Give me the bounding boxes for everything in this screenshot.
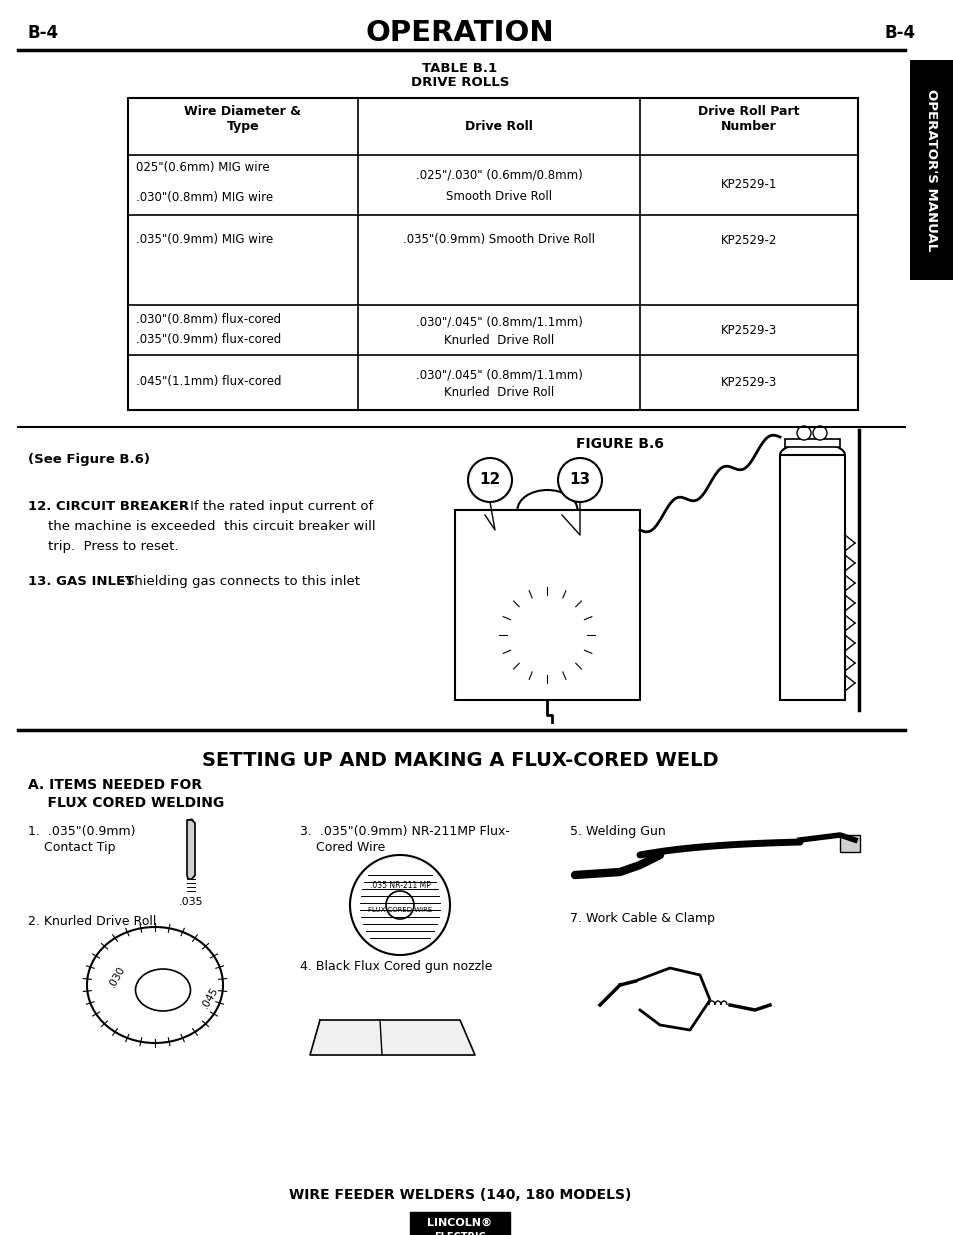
- Text: 12. CIRCUIT BREAKER: 12. CIRCUIT BREAKER: [28, 500, 189, 513]
- Text: 4. Black Flux Cored gun nozzle: 4. Black Flux Cored gun nozzle: [299, 960, 492, 973]
- Text: .035"(0.9mm) flux-cored: .035"(0.9mm) flux-cored: [136, 333, 281, 347]
- Text: .035 NR-211 MP: .035 NR-211 MP: [369, 881, 430, 889]
- Text: .035: .035: [178, 897, 203, 906]
- Text: LINCOLN®: LINCOLN®: [427, 1218, 492, 1228]
- Circle shape: [796, 426, 810, 440]
- Text: 1.  .035"(0.9mm): 1. .035"(0.9mm): [28, 825, 135, 839]
- Text: KP2529-1: KP2529-1: [720, 178, 777, 190]
- Bar: [464, 543, 493, 555]
- Text: KP2529-3: KP2529-3: [720, 324, 777, 336]
- Text: .030"(0.8mm) flux-cored: .030"(0.8mm) flux-cored: [136, 314, 281, 326]
- Text: Smooth Drive Roll: Smooth Drive Roll: [445, 190, 552, 204]
- Text: .030"/.045" (0.8mm/1.1mm): .030"/.045" (0.8mm/1.1mm): [416, 315, 582, 329]
- Text: .035"(0.9mm) Smooth Drive Roll: .035"(0.9mm) Smooth Drive Roll: [402, 233, 595, 247]
- Text: .045"(1.1mm) flux-cored: .045"(1.1mm) flux-cored: [136, 375, 281, 389]
- Text: .030: .030: [107, 965, 127, 989]
- Text: 025"(0.6mm) MIG wire: 025"(0.6mm) MIG wire: [136, 162, 270, 174]
- Bar: [784, 438, 840, 447]
- Text: FIGURE B.6: FIGURE B.6: [576, 437, 663, 451]
- Text: Drive Roll: Drive Roll: [464, 120, 533, 132]
- Text: 3.  .035"(0.9mm) NR-211MP Flux-: 3. .035"(0.9mm) NR-211MP Flux-: [299, 825, 509, 839]
- Text: 12: 12: [478, 473, 500, 488]
- Circle shape: [535, 529, 558, 553]
- Text: 13. GAS INLET: 13. GAS INLET: [28, 576, 134, 588]
- Bar: [780, 454, 844, 700]
- Text: .035"(0.9mm) MIG wire: .035"(0.9mm) MIG wire: [136, 233, 273, 247]
- Text: Cored Wire: Cored Wire: [299, 841, 385, 853]
- Bar: [455, 510, 639, 700]
- Text: – If the rated input current of: – If the rated input current of: [174, 500, 373, 513]
- Text: Knurled  Drive Roll: Knurled Drive Roll: [443, 387, 554, 399]
- Text: KP2529-3: KP2529-3: [720, 375, 777, 389]
- Bar: [128, 98, 857, 410]
- Text: (See Figure B.6): (See Figure B.6): [28, 453, 150, 467]
- Text: FLUX-CORED WIRE: FLUX-CORED WIRE: [368, 906, 432, 913]
- Text: trip.  Press to reset.: trip. Press to reset.: [48, 540, 178, 553]
- Bar: [840, 835, 859, 852]
- Text: SETTING UP AND MAKING A FLUX-CORED WELD: SETTING UP AND MAKING A FLUX-CORED WELD: [201, 751, 718, 769]
- Ellipse shape: [135, 969, 191, 1011]
- Polygon shape: [638, 968, 709, 1030]
- Circle shape: [386, 890, 414, 919]
- Bar: [459, 517, 635, 564]
- Polygon shape: [187, 820, 194, 879]
- Text: Contact Tip: Contact Tip: [28, 841, 115, 853]
- Text: Wire Diameter &
Type: Wire Diameter & Type: [184, 105, 301, 133]
- Circle shape: [463, 587, 470, 593]
- Circle shape: [350, 855, 450, 955]
- Text: the machine is exceeded  this circuit breaker will: the machine is exceeded this circuit bre…: [48, 520, 375, 534]
- Bar: [410, 1212, 510, 1235]
- Text: FLUX CORED WELDING: FLUX CORED WELDING: [28, 797, 224, 810]
- Bar: [909, 61, 953, 280]
- Text: OPERATOR'S MANUAL: OPERATOR'S MANUAL: [924, 89, 938, 251]
- Circle shape: [624, 682, 630, 688]
- Polygon shape: [310, 1020, 475, 1055]
- Text: Knurled  Drive Roll: Knurled Drive Roll: [443, 333, 554, 347]
- Circle shape: [468, 458, 512, 501]
- Text: DRIVE ROLLS: DRIVE ROLLS: [411, 75, 509, 89]
- Text: Drive Roll Part
Number: Drive Roll Part Number: [698, 105, 799, 133]
- Text: ELECTRIC: ELECTRIC: [434, 1233, 485, 1235]
- Text: B-4: B-4: [28, 23, 59, 42]
- Text: .025"/.030" (0.6mm/0.8mm): .025"/.030" (0.6mm/0.8mm): [416, 168, 581, 182]
- Text: 5. Welding Gun: 5. Welding Gun: [569, 825, 665, 839]
- Text: A. ITEMS NEEDED FOR: A. ITEMS NEEDED FOR: [28, 778, 202, 792]
- Circle shape: [463, 682, 470, 688]
- Text: TABLE B.1: TABLE B.1: [422, 62, 497, 74]
- Text: B-4: B-4: [884, 23, 915, 42]
- Text: .030"/.045" (0.8mm/1.1mm): .030"/.045" (0.8mm/1.1mm): [416, 368, 582, 382]
- Text: .030"(0.8mm) MIG wire: .030"(0.8mm) MIG wire: [136, 191, 273, 205]
- Text: .045: .045: [200, 984, 220, 1009]
- Text: KP2529-2: KP2529-2: [720, 233, 777, 247]
- Circle shape: [558, 458, 601, 501]
- Text: 13: 13: [569, 473, 590, 488]
- Text: 2. Knurled Drive Roll: 2. Knurled Drive Roll: [28, 915, 156, 927]
- Circle shape: [812, 426, 826, 440]
- Text: OPERATION: OPERATION: [365, 19, 554, 47]
- Text: 7. Work Cable & Clamp: 7. Work Cable & Clamp: [569, 911, 714, 925]
- Text: –Shielding gas connects to this inlet: –Shielding gas connects to this inlet: [115, 576, 359, 588]
- Text: WIRE FEEDER WELDERS (140, 180 MODELS): WIRE FEEDER WELDERS (140, 180 MODELS): [289, 1188, 631, 1202]
